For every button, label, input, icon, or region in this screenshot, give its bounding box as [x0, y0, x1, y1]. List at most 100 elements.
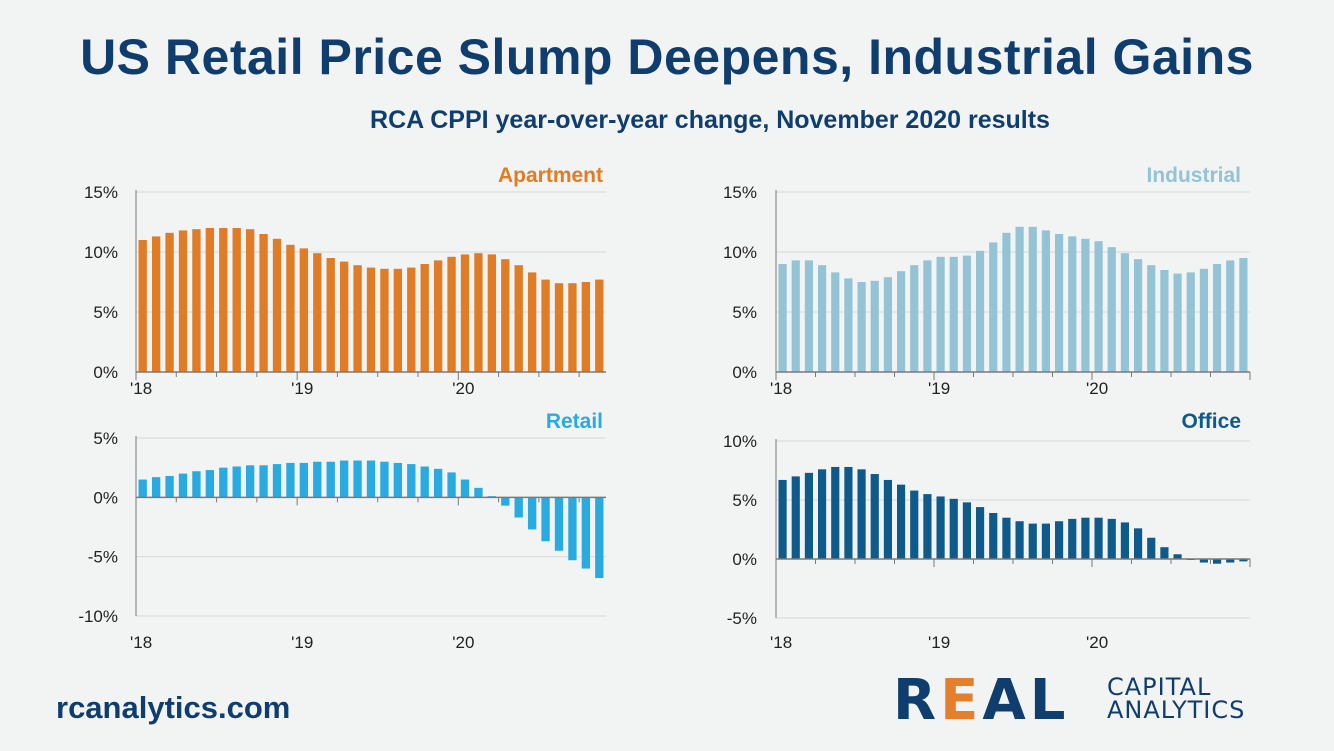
bar	[857, 282, 866, 372]
bar	[1028, 523, 1037, 559]
x-tick-label: '18	[130, 633, 152, 652]
bar	[791, 260, 800, 372]
bar	[286, 462, 295, 498]
bar	[447, 472, 456, 498]
y-tick-label: -5%	[88, 548, 118, 567]
bar	[366, 267, 376, 372]
bar	[353, 265, 362, 372]
y-tick-label: 0%	[732, 363, 757, 382]
bar	[178, 230, 188, 372]
bar	[1239, 559, 1248, 562]
y-tick-label: 15%	[723, 183, 757, 202]
bar	[568, 283, 577, 372]
bar	[219, 467, 228, 498]
bar	[1094, 241, 1103, 372]
bar	[1147, 265, 1156, 372]
bar	[818, 469, 827, 559]
bar	[962, 502, 971, 559]
page-subtitle: RCA CPPI year-over-year change, November…	[370, 106, 1050, 134]
y-tick-label: -5%	[727, 609, 757, 628]
bar	[1213, 264, 1222, 372]
bar	[380, 461, 389, 498]
bar	[393, 462, 403, 498]
bar	[286, 244, 295, 372]
bar	[501, 259, 510, 372]
bar	[1147, 537, 1156, 559]
bar	[554, 283, 564, 372]
bar	[1160, 270, 1169, 372]
bar	[460, 479, 470, 498]
bar	[165, 475, 174, 498]
bar	[1068, 236, 1077, 372]
bar	[259, 465, 268, 498]
y-tick-label: -10%	[78, 607, 118, 626]
x-tick-label: '20	[452, 379, 474, 398]
website-link[interactable]: rcanalytics.com	[56, 690, 291, 725]
bar	[326, 258, 335, 372]
bar	[192, 471, 201, 498]
bar	[501, 497, 510, 506]
bar	[804, 260, 813, 372]
x-tick-label: '20	[1086, 633, 1108, 652]
bar	[1173, 554, 1182, 559]
bar	[433, 260, 443, 372]
bar	[595, 279, 604, 372]
bar	[1160, 547, 1169, 559]
bar	[527, 497, 537, 530]
bar	[205, 228, 215, 372]
bar	[1081, 517, 1090, 559]
bar	[326, 461, 335, 498]
bar	[407, 267, 416, 372]
bar	[818, 265, 827, 372]
logo-subtext: CAPITAL ANALYTICS	[1107, 673, 1246, 724]
bar	[1041, 230, 1050, 372]
bar	[554, 497, 564, 551]
bar	[245, 229, 255, 372]
bar	[420, 264, 429, 372]
bar	[272, 238, 282, 372]
bar	[313, 253, 322, 372]
bar	[165, 232, 174, 372]
bar	[844, 278, 853, 372]
bar	[151, 477, 161, 498]
bar	[857, 469, 866, 559]
bar	[910, 490, 919, 559]
bar	[1107, 247, 1116, 372]
bar	[205, 470, 215, 498]
bar	[581, 497, 591, 569]
bar	[138, 240, 147, 372]
bar	[976, 507, 985, 559]
logo-capital-text: CAPITAL	[1107, 673, 1212, 701]
y-tick-label: 5%	[732, 491, 757, 510]
bar	[541, 279, 550, 372]
logo-analytics-text: ANALYTICS	[1107, 696, 1246, 724]
bar	[232, 466, 241, 498]
bar	[1173, 273, 1182, 372]
bar	[138, 479, 147, 498]
bar	[474, 253, 483, 372]
bar	[474, 487, 483, 498]
bar	[778, 479, 787, 559]
bar	[339, 460, 349, 498]
logo-real-text: REAL	[893, 668, 1070, 733]
bar	[1055, 521, 1064, 559]
x-tick-label: '18	[770, 379, 792, 398]
bar	[299, 248, 309, 372]
bar	[976, 250, 985, 372]
bar	[897, 271, 906, 372]
bar	[581, 282, 591, 372]
bar	[151, 236, 161, 372]
y-tick-label: 5%	[732, 303, 757, 322]
bar	[1120, 522, 1129, 559]
y-tick-label: 0%	[732, 550, 757, 569]
bar	[245, 465, 255, 498]
company-logo: REAL CAPITAL ANALYTICS	[893, 668, 1313, 733]
bar	[514, 497, 523, 518]
x-tick-label: '18	[770, 633, 792, 652]
y-tick-label: 0%	[93, 488, 118, 507]
bar	[1226, 559, 1235, 563]
bar	[568, 497, 577, 561]
x-tick-label: '19	[928, 379, 950, 398]
